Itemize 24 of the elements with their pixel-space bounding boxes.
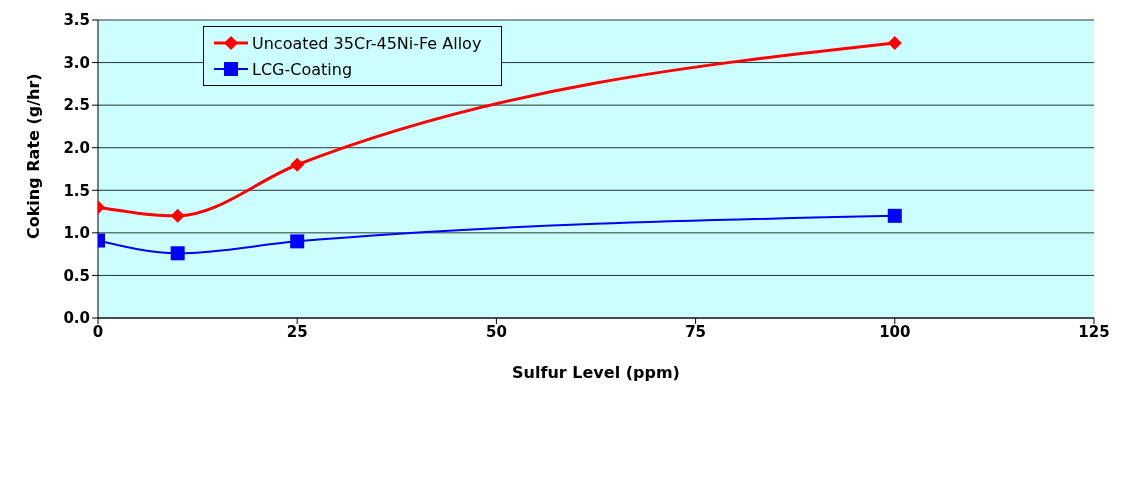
point xyxy=(887,35,902,50)
point xyxy=(290,157,305,172)
y-axis-title: Coking Rate (g/hr) xyxy=(23,73,43,239)
y-tick-label: 1.5 xyxy=(63,181,90,200)
x-tick-label: 100 xyxy=(879,322,911,341)
y-tick-label: 2.0 xyxy=(63,139,90,158)
x-tick-label: 75 xyxy=(685,322,707,341)
point xyxy=(290,234,305,249)
x-tick-label: 0 xyxy=(92,322,104,341)
y-tick-label: 0.0 xyxy=(63,309,90,328)
legend-label: Uncoated 35Cr-45Ni-Fe Alloy xyxy=(252,33,482,53)
y-tick-label: 2.5 xyxy=(63,96,90,115)
y-tick-label: 3.5 xyxy=(63,11,90,30)
x-tick-label: 25 xyxy=(286,322,308,341)
y-tick-label: 0.5 xyxy=(63,266,90,285)
legend-label: LCG-Coating xyxy=(252,59,353,79)
y-tick-label: 3.0 xyxy=(63,53,90,72)
point xyxy=(887,208,902,223)
x-tick-label: 50 xyxy=(485,322,507,341)
point xyxy=(170,208,185,223)
x-tick-label: 125 xyxy=(1078,322,1110,341)
point xyxy=(170,246,185,261)
x-axis-title: Sulfur Level (ppm) xyxy=(512,363,680,382)
y-tick-label: 1.0 xyxy=(63,224,90,243)
